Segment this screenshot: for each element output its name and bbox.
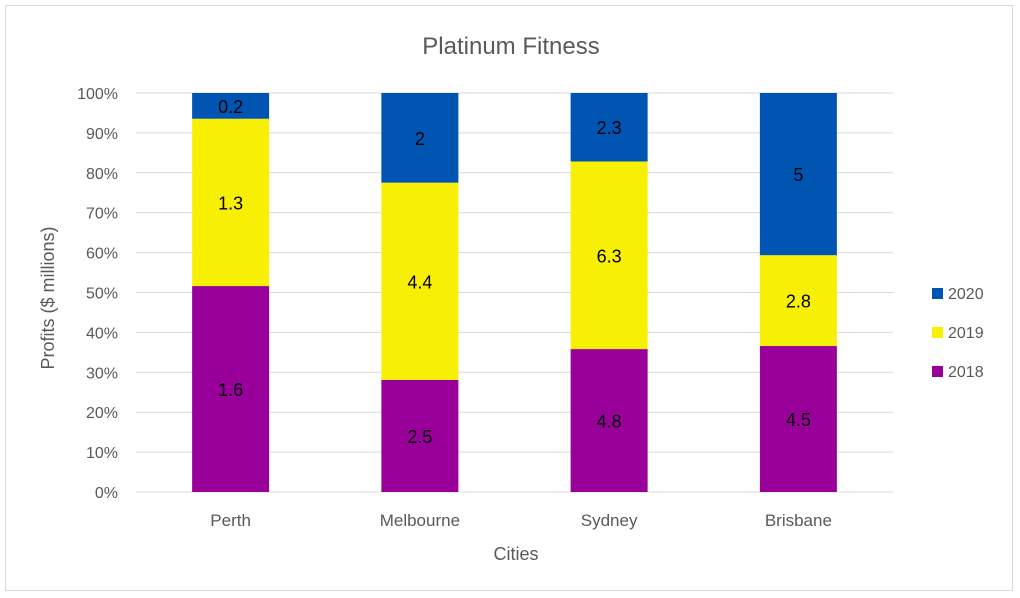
- data-label: 0.2: [218, 97, 243, 117]
- legend-swatch-2018: [932, 366, 943, 377]
- bar-2020-sydney: [570, 93, 648, 162]
- data-label: 1.3: [218, 193, 243, 213]
- legend: 2020 2019 2018: [932, 286, 984, 381]
- chart-title: Platinum Fitness: [422, 33, 599, 60]
- bar-2019-perth: [192, 118, 270, 287]
- data-label: 2.8: [786, 292, 811, 312]
- x-axis-title: Cities: [493, 544, 538, 564]
- chart-canvas: Platinum Fitness 0% 10% 20% 30% 40% 50% 60% 70%…: [38, 33, 984, 564]
- y-tick-label: 80%: [86, 166, 118, 183]
- y-tick-label: 10%: [86, 445, 118, 462]
- x-axis-tick-labels: Perth Melbourne Sydney Brisbane: [210, 511, 832, 530]
- x-tick-label: Melbourne: [380, 511, 460, 530]
- data-label: 4.8: [597, 412, 622, 432]
- legend-label: 2018: [948, 364, 984, 381]
- bar-2019-brisbane: [759, 255, 837, 347]
- bar-2020-melbourne: [381, 93, 459, 183]
- x-tick-label: Perth: [210, 511, 251, 530]
- y-axis-tick-labels: 0% 10% 20% 30% 40% 50% 60% 70% 80% 90% 100%: [77, 86, 118, 502]
- x-tick-label: Sydney: [581, 511, 638, 530]
- data-labels: 1.6 1.3 0.2 2.5 4.4 2 4.8 6.3 2.3 4.5 2.8 5: [218, 97, 811, 447]
- data-label: 4.4: [407, 272, 432, 292]
- data-label: 5: [793, 165, 803, 185]
- bar-2018-perth: [192, 286, 270, 492]
- y-tick-label: 90%: [86, 126, 118, 143]
- bar-2020-perth: [192, 93, 270, 119]
- bar-2018-melbourne: [381, 379, 459, 492]
- legend-swatch-2019: [932, 327, 943, 338]
- y-tick-label: 40%: [86, 325, 118, 342]
- y-axis-title: Profits ($ millions): [38, 226, 58, 369]
- y-tick-label: 30%: [86, 365, 118, 382]
- chart-frame: Platinum Fitness 0% 10% 20% 30% 40% 50% 60% 70%…: [5, 5, 1013, 591]
- y-tick-label: 100%: [77, 86, 118, 103]
- data-label: 2.5: [407, 427, 432, 447]
- bar-2018-sydney: [570, 349, 648, 492]
- y-tick-label: 20%: [86, 405, 118, 422]
- y-tick-label: 0%: [95, 485, 118, 502]
- x-tick-label: Brisbane: [765, 511, 832, 530]
- data-label: 1.6: [218, 380, 243, 400]
- bar-2019-sydney: [570, 161, 648, 350]
- bar-2018-brisbane: [759, 346, 837, 492]
- y-tick-label: 70%: [86, 206, 118, 223]
- data-label: 2: [415, 129, 425, 149]
- data-label: 4.5: [786, 410, 811, 430]
- legend-label: 2020: [948, 286, 984, 303]
- data-label: 6.3: [597, 246, 622, 266]
- bar-2019-melbourne: [381, 182, 459, 380]
- data-label: 2.3: [597, 118, 622, 138]
- y-tick-label: 60%: [86, 246, 118, 263]
- bar-2020-brisbane: [759, 93, 837, 256]
- bars: [192, 93, 837, 492]
- legend-label: 2019: [948, 325, 984, 342]
- legend-swatch-2020: [932, 288, 943, 299]
- y-tick-label: 50%: [86, 286, 118, 303]
